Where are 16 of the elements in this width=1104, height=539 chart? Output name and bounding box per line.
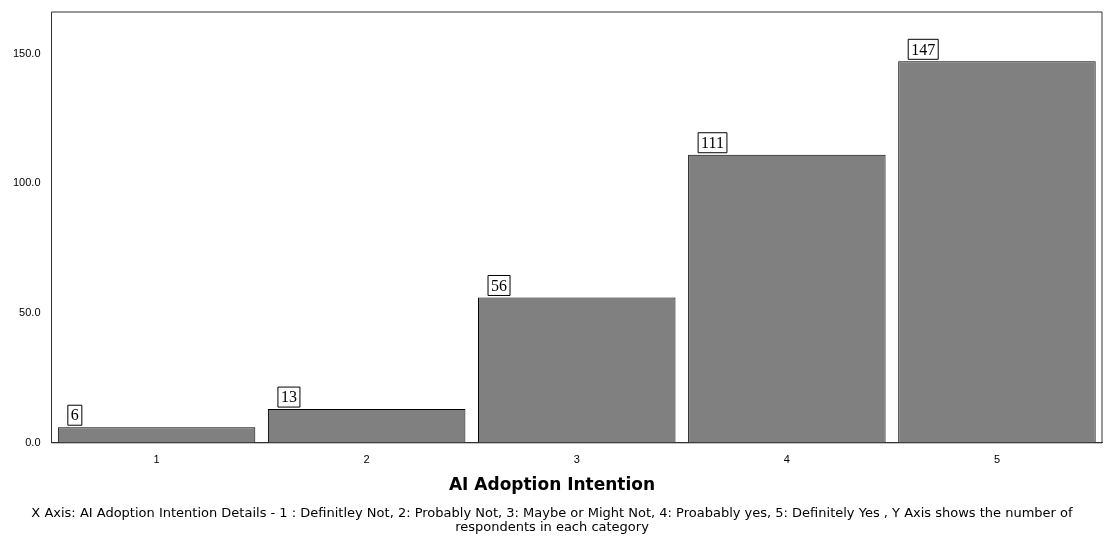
text: X Axis: AI Adoption Intention Details - 1 : Definitley Not, 2: Probably Not, 3: Maybe or Might Not, 4: Proabably yes, 5: Definitely Yes , Y Axis shows the number of respondents in each category xyxy=(30,505,1074,534)
x-tick-label: 4 xyxy=(783,453,790,466)
data-label: 111 xyxy=(701,133,724,151)
x-tick-label: 2 xyxy=(363,453,370,466)
data-label: 147 xyxy=(911,40,936,58)
x-axis-title: AI Adoption Intention xyxy=(447,474,657,494)
x-tick-label: 1 xyxy=(153,453,160,466)
y-tick-label: 150.0 xyxy=(13,46,41,59)
data-label: 56 xyxy=(491,276,508,294)
x-tick-label: 5 xyxy=(993,453,1001,466)
x-tick-label: 3 xyxy=(573,453,580,466)
y-tick-label: 50.0 xyxy=(19,306,41,319)
y-tick-label: 100.0 xyxy=(13,176,41,189)
data-label: 13 xyxy=(280,388,297,406)
data-label: 6 xyxy=(70,406,79,424)
y-tick-label: 0.0 xyxy=(25,435,41,448)
